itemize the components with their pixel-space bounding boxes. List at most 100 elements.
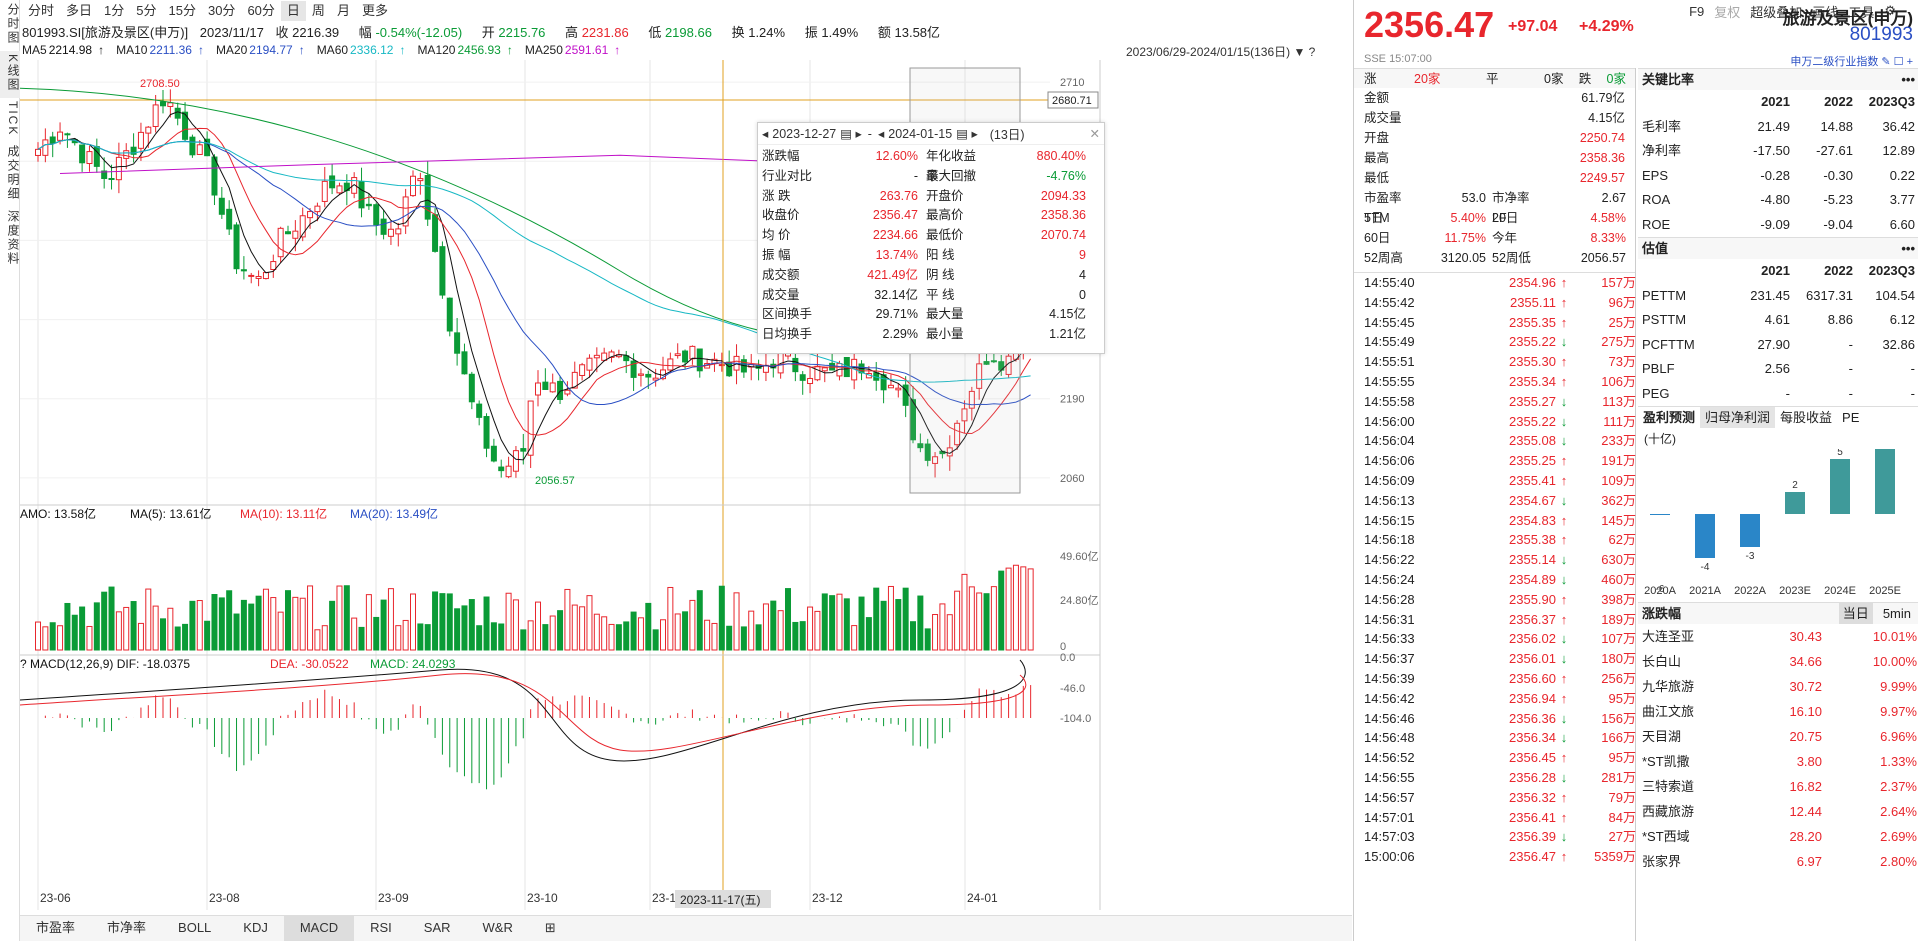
nav-kline[interactable]: K线图 (0, 51, 20, 99)
indicator-tab-0[interactable]: 市盈率 (36, 920, 76, 935)
down-arrow-icon: ↓ (1560, 334, 1568, 350)
movers-tab-0[interactable]: 当日 (1838, 603, 1873, 624)
nav-tick[interactable]: TICK (6, 101, 20, 137)
volume-bar (137, 622, 144, 651)
movers-tab-1[interactable]: 5min (1882, 606, 1911, 621)
candle-body (535, 382, 541, 396)
mover-row[interactable]: 大连圣亚 30.43 10.01% (1642, 629, 1917, 644)
mover-row[interactable]: 曲江文旅 16.10 9.97% (1642, 704, 1917, 719)
volume-bar (358, 626, 365, 651)
candle-body (101, 170, 108, 179)
mover-row[interactable]: 西藏旅游 12.44 2.64% (1642, 804, 1917, 819)
forecast-tab-2[interactable]: PE (1842, 410, 1860, 425)
prev-icon-2[interactable]: ◂ (877, 127, 885, 141)
tick-list[interactable]: 14:55:40 2354.96 ↑ 157万 14:55:42 2355.11 ↑ 96万 1… (1354, 272, 1636, 867)
from-date[interactable]: 2023-12-27 (772, 126, 837, 141)
candle-body (961, 408, 968, 422)
mover-row[interactable]: *ST西域 28.20 2.69% (1642, 829, 1917, 844)
valuation-table: 2021 2022 2023Q3 PETTM 231.45 6317.31 104.54 PS… (1638, 259, 1918, 406)
date-range[interactable]: 2023/06/29-2024/01/15(136日) ▼ ? (1126, 45, 1316, 59)
period-tab-1[interactable]: 多日 (66, 3, 93, 18)
down-arrow-icon: ↓ (1560, 552, 1568, 568)
volume-bar (262, 588, 269, 651)
kline-chart[interactable]: 23-06 23-08 23-09 23-10 23-11 23-12 24-01 2710 2… (20, 60, 1352, 910)
period-tab-10[interactable]: 更多 (361, 3, 388, 18)
indicator-tab-6[interactable]: SAR (423, 920, 451, 935)
fundamentals: 关键比率 ••• 2021 2022 2023Q3 毛利率 21.49 14.88 36.42… (1638, 68, 1918, 941)
candle-body (689, 345, 696, 360)
ma60-line (37, 139, 1031, 383)
tools-button[interactable]: 工具 (1848, 4, 1875, 20)
close-icon[interactable]: ✕ (1089, 127, 1100, 141)
period-tab-6[interactable]: 60分 (247, 3, 275, 18)
period-tab-4[interactable]: 15分 (168, 3, 196, 18)
to-date[interactable]: 2024-01-15 (888, 126, 953, 141)
candle-body (424, 175, 431, 220)
volume-bar (174, 626, 181, 651)
indicator-tab-5[interactable]: RSI (370, 920, 392, 935)
calendar-icon[interactable]: ▤ ▸ (840, 127, 862, 141)
restore-button[interactable]: 复权 (1714, 4, 1741, 20)
tick-row: 14:56:52 2356.45 ↑ 95万 (1354, 748, 1636, 768)
candle-body (579, 364, 586, 376)
valuation-header[interactable]: 估值 ••• (1638, 237, 1918, 259)
tick-row: 14:56:42 2356.94 ↑ 95万 (1354, 689, 1636, 709)
prev-icon[interactable]: ◂ (762, 127, 769, 141)
mover-row[interactable]: 天目湖 20.75 6.96% (1642, 729, 1917, 744)
volume-bar (468, 599, 475, 651)
indicator-tab-4[interactable]: MACD (283, 916, 355, 941)
nav-depth[interactable]: 深度资料 (6, 210, 20, 267)
index-category[interactable]: 申万二级行业指数 ✎ ☐ + (1790, 56, 1913, 68)
volume-bar (498, 623, 505, 651)
indicator-tab-1[interactable]: 市净率 (107, 920, 147, 935)
up-arrow-icon: ↑ (1560, 670, 1568, 686)
volume-bar (233, 613, 240, 651)
indicator-tab-7[interactable]: W&R (482, 920, 513, 935)
volume-bar (365, 594, 372, 651)
volume-bar (1020, 566, 1027, 651)
more-icon[interactable]: ••• (1901, 72, 1915, 87)
mover-row[interactable]: 九华旅游 30.72 9.99% (1642, 679, 1917, 694)
settings-icon[interactable]: ⚙ (1884, 3, 1896, 18)
period-tab-5[interactable]: 30分 (207, 3, 236, 18)
up-arrow-icon: ↑ (1560, 690, 1568, 706)
table-row: 净利率 -17.50 -27.61 12.89 (1642, 143, 1915, 158)
period-tab-8[interactable]: 周 (311, 3, 325, 18)
volume-bar (865, 617, 872, 651)
volume-bar (821, 593, 828, 651)
mover-row[interactable]: *ST凯撒 3.80 1.33% (1642, 754, 1917, 769)
more-icon[interactable]: ••• (1901, 241, 1915, 256)
candle-body (395, 228, 402, 235)
volume-bar (167, 607, 174, 651)
indicator-tab-2[interactable]: BOLL (178, 920, 212, 935)
mover-row[interactable]: 长白山 34.66 10.00% (1642, 654, 1917, 669)
period-tab-0[interactable]: 分时 (28, 3, 55, 18)
candle-body (57, 131, 64, 141)
calendar-icon-2[interactable]: ▤ ▸ (956, 127, 978, 141)
volume-bar (711, 622, 718, 651)
period-tab-9[interactable]: 月 (336, 3, 350, 18)
overlay-button[interactable]: 超级叠加 (1750, 4, 1803, 20)
volume-bar (461, 605, 468, 651)
forecast-tab-1[interactable]: 每股收益 (1780, 410, 1833, 425)
f9-button[interactable]: F9 (1689, 3, 1705, 19)
key-ratios-header[interactable]: 关键比率 ••• (1638, 68, 1918, 90)
period-tab-7[interactable]: 日 (280, 1, 306, 21)
candle-body (226, 208, 233, 230)
nav-trade-detail[interactable]: 成交明细 (6, 145, 20, 202)
period-tab-2[interactable]: 1分 (104, 3, 125, 18)
forecast-tab-0[interactable]: 归母净利润 (1700, 407, 1776, 428)
tick-row: 14:56:31 2356.37 ↑ 189万 (1354, 610, 1636, 630)
draw-button[interactable]: 画线 (1812, 4, 1839, 20)
mover-row[interactable]: 三特索道 16.82 2.37% (1642, 779, 1917, 794)
nav-intraday[interactable]: 分时图 (6, 3, 20, 45)
mover-row[interactable]: 张家界 6.97 2.80% (1642, 854, 1917, 869)
indicator-tab-3[interactable]: KDJ (243, 920, 268, 935)
add-indicator-icon[interactable]: ⊞ (544, 920, 556, 935)
x-tick-label: 23-11 (652, 891, 682, 905)
candle-body (137, 131, 144, 149)
candle-body (233, 224, 240, 270)
candle-body (402, 196, 409, 227)
period-tab-3[interactable]: 5分 (136, 3, 157, 18)
down-arrow-icon: ↓ (1560, 492, 1568, 508)
